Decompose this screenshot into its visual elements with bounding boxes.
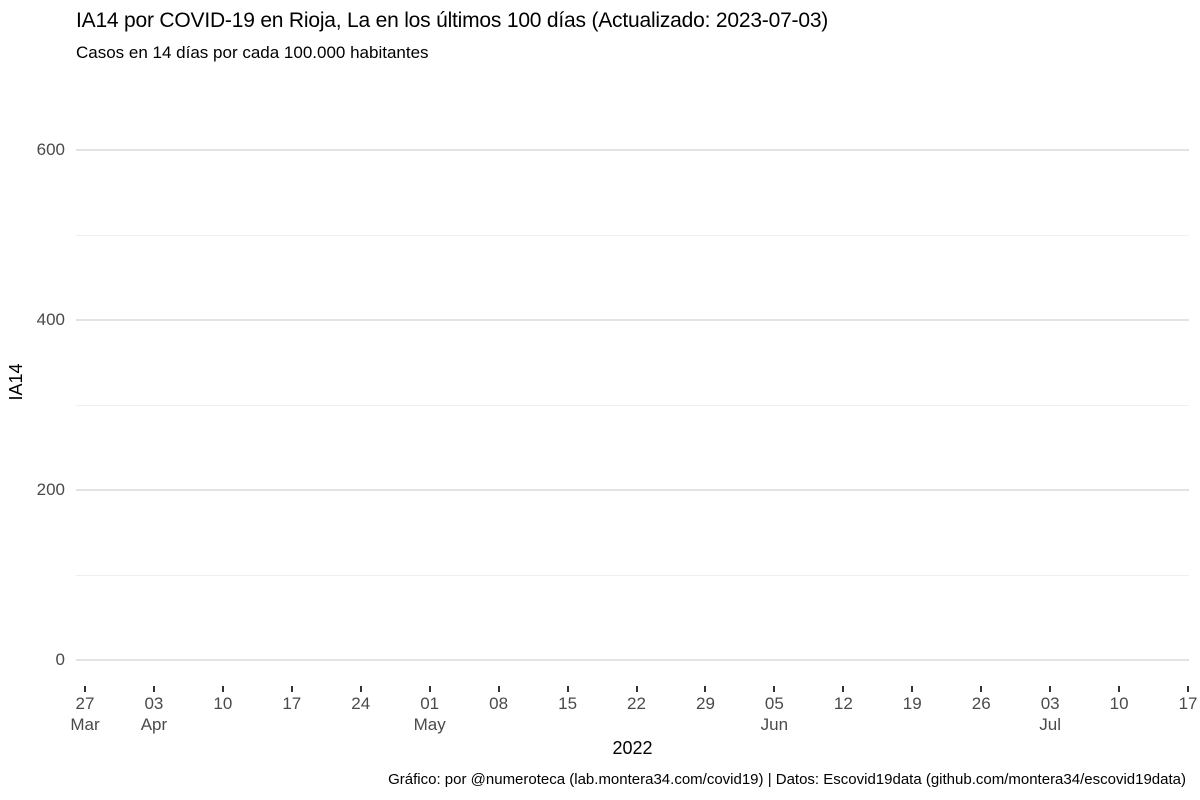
y-tick-label: 200 [36,480,65,499]
x-tick-mark [1049,686,1052,692]
x-tick-day-label: 17 [282,694,302,713]
plot-panel [76,125,1189,685]
x-tick-mark [842,686,845,692]
y-tick-label: 400 [36,310,65,329]
x-tick-day-label: 22 [627,694,646,713]
x-tick-month-label: Jul [1039,715,1062,734]
y-tick-label: 0 [55,650,65,669]
x-tick-month-label: Apr [140,715,168,734]
x-tick-day-label: 10 [1109,694,1129,713]
x-tick-mark [566,686,569,692]
x-tick-mark [704,686,707,692]
x-tick-mark [221,686,224,692]
gridline-minor [76,235,1189,236]
x-tick-day-label: 03 [144,694,164,713]
x-tick-day-label: 03 [1040,694,1060,713]
gridline-minor [76,405,1189,406]
x-tick-day-label: 15 [558,694,578,713]
x-tick-day-label: 08 [489,694,509,713]
source-caption: Gráfico: por @numeroteca (lab.montera34.… [388,771,1186,788]
gridline-major [76,319,1189,321]
x-tick-mark [428,686,431,692]
x-tick-mark [497,686,500,692]
x-tick-mark [1187,686,1190,692]
x-tick-month-label: Mar [70,715,100,734]
x-tick-day-label: 12 [833,694,853,713]
x-axis-title: 2022 [612,738,653,758]
gridline-major [76,659,1189,661]
x-tick-mark [1118,686,1121,692]
y-tick-label: 600 [36,140,65,159]
x-tick-mark [911,686,914,692]
x-tick-mark [84,686,86,692]
x-tick-day-label: 24 [351,694,371,713]
x-tick-mark [773,686,776,692]
gridline-major [76,489,1189,491]
x-tick-day-label: 10 [213,694,233,713]
x-tick-day-label: 19 [902,694,922,713]
x-tick-month-label: May [413,715,446,734]
x-tick-mark [980,686,983,692]
chart-title: IA14 por COVID-19 en Rioja, La en los úl… [76,9,829,32]
x-tick-day-label: 01 [420,694,440,713]
x-tick-day-label: 27 [75,694,95,713]
chart-subtitle: Casos en 14 días por cada 100.000 habita… [76,43,429,62]
gridline-major [76,149,1189,151]
x-tick-day-label: 05 [764,694,784,713]
x-tick-mark [290,686,293,692]
x-tick-day-label: 29 [695,694,715,713]
x-tick-mark [359,686,362,692]
gridline-minor [76,575,1189,576]
x-tick-mark [152,686,155,692]
x-tick-mark [635,686,638,692]
y-axis-title: IA14 [6,363,26,401]
x-tick-day-label: 17 [1178,694,1198,713]
x-tick-day-label: 26 [971,694,991,713]
x-tick-month-label: Jun [760,715,789,734]
